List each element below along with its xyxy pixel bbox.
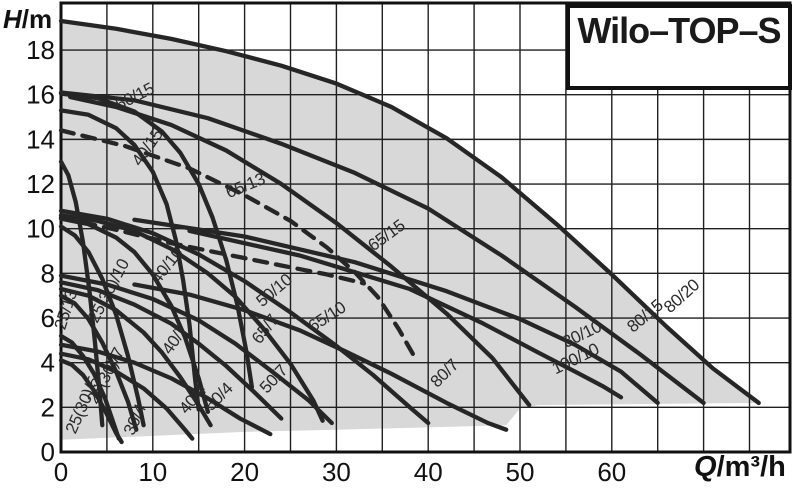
curve-65/13 (58, 128, 418, 361)
curve-80/15 (58, 90, 706, 406)
x-tick-label: 60 (597, 457, 626, 487)
y-axis-unit-label: H/m (3, 4, 52, 35)
curve-40/10 (58, 216, 211, 414)
curve-65/10 (58, 208, 431, 426)
curve-80/7 (132, 282, 509, 432)
chart-title-box: Wilo–TOP–S (566, 4, 792, 90)
y-tick-label: 18 (26, 35, 55, 65)
y-tick-label: 12 (26, 169, 55, 199)
x-tick-label: 30 (322, 457, 351, 487)
x-tick-label: 50 (506, 457, 535, 487)
y-tick-label: 14 (26, 124, 55, 154)
curve-65/7 (58, 273, 334, 426)
y-tick-label: 16 (26, 80, 55, 110)
y-tick-label: 0 (41, 437, 55, 467)
y-tick-label: 4 (41, 348, 55, 378)
curve-80/10 (132, 217, 660, 406)
curve-40/15 (58, 108, 201, 412)
y-axis-unit-symbol: H (3, 4, 22, 34)
x-tick-label: 20 (230, 457, 259, 487)
x-axis-unit-rest: /m³/h (716, 451, 786, 483)
chart-title: Wilo–TOP–S (577, 10, 781, 51)
curve-25(30)/7 (58, 293, 139, 432)
curve-40/7 (58, 286, 213, 428)
y-tick-label: 6 (41, 303, 55, 333)
x-axis-unit-symbol: Q (694, 451, 717, 483)
curve-30/4 (58, 358, 124, 445)
x-axis-unit-label: Q/m³/h (694, 451, 786, 484)
curve-50/4 (58, 342, 273, 437)
curve-40/4 (58, 351, 195, 441)
y-tick-label: 2 (41, 392, 55, 422)
curve-80/20 (58, 18, 761, 406)
curve-50/10 (58, 213, 325, 423)
curve-50/15 (58, 91, 255, 390)
curve-aux-dashed (58, 215, 367, 286)
curve-100/10 (187, 228, 624, 400)
x-tick-label: 40 (414, 457, 443, 487)
y-axis-unit-rest: /m (21, 4, 53, 34)
curve-50/7 (58, 280, 284, 421)
x-tick-label: 0 (54, 457, 68, 487)
y-tick-label: 8 (41, 258, 55, 288)
y-tick-label: 10 (26, 214, 55, 244)
x-tick-label: 10 (138, 457, 167, 487)
